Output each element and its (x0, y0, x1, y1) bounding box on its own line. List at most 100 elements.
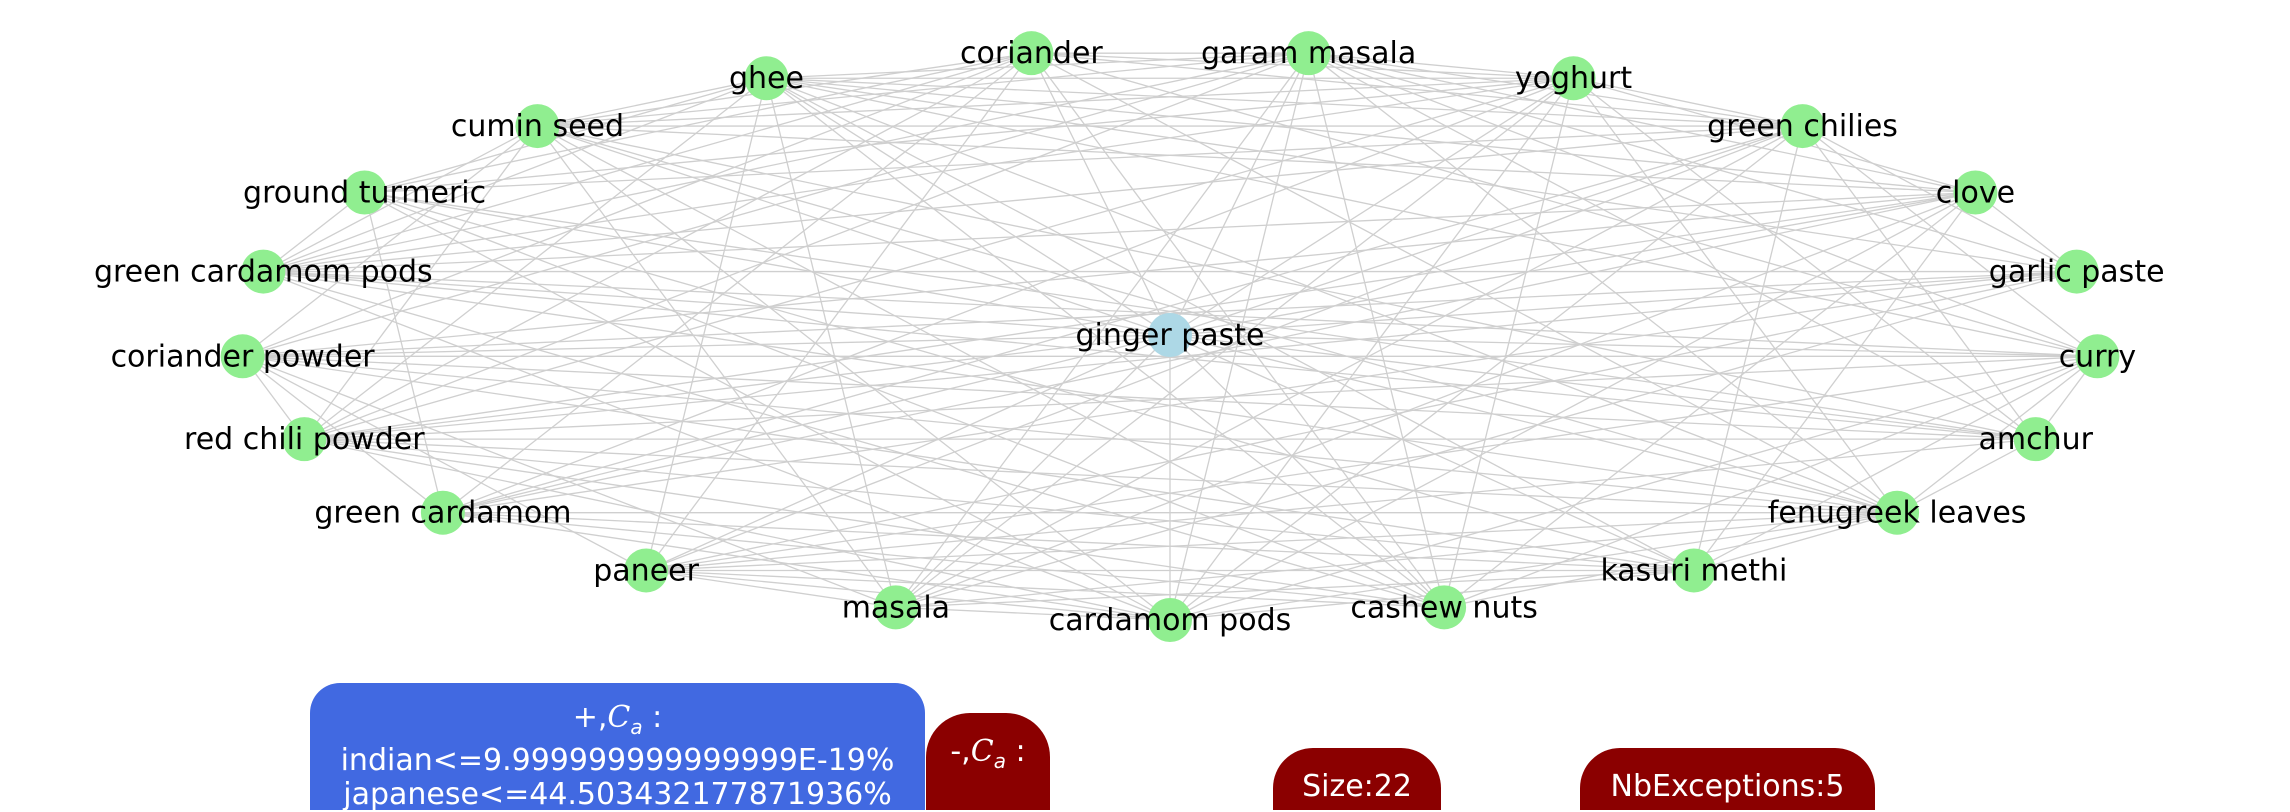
graph-edge (895, 334, 1171, 608)
negative-context-badge: -,Ca : (926, 713, 1050, 810)
node-paneer (624, 548, 669, 593)
graph-edge (304, 438, 1445, 608)
graph-edge (1308, 52, 1574, 79)
positive-context-line: japanese<=44.503432177871936% (343, 777, 892, 812)
node-curry (2075, 334, 2120, 379)
node-label-garlic-paste: garlic paste (1989, 255, 2165, 290)
node-label-ghee: ghee (729, 61, 804, 96)
node-fenugreek-leaves (1875, 490, 1920, 535)
node-cashew-nuts (1422, 585, 1467, 630)
size-label: Size:22 (1302, 769, 1412, 804)
graph-edge (303, 77, 767, 440)
graph-edge (364, 77, 1574, 194)
graph-edge (645, 334, 1171, 572)
graph-edge (263, 270, 1445, 608)
graph-edge (1169, 125, 1803, 336)
graph-edge (364, 191, 1171, 621)
node-red-chili-powder (282, 417, 327, 462)
node-label-cashew-nuts: cashew nuts (1350, 590, 1537, 625)
graph-edge (442, 512, 1171, 621)
graph-edge (364, 191, 1695, 572)
graph-edge (645, 78, 768, 571)
node-label-ground-turmeric: ground turmeric (243, 176, 486, 211)
graph-edge (646, 569, 1445, 608)
node-label-amchur: amchur (1978, 422, 2093, 457)
graph-edge (536, 125, 897, 608)
node-amchur (2013, 417, 2058, 462)
node-ground-turmeric (342, 170, 387, 215)
graph-edge (1307, 53, 1445, 608)
graph-nodes: garam masala yoghurt green chilies clove gar… (94, 31, 2165, 642)
graph-edge (364, 52, 1032, 194)
positive-context-title: +,Ca : (572, 700, 663, 740)
node-label-green-chilies: green chilies (1707, 109, 1898, 144)
node-label-ginger-paste: ginger paste (1075, 318, 1264, 353)
graph-edge (1169, 191, 1976, 621)
graph-edge (242, 334, 1171, 357)
node-label-clove: clove (1936, 176, 2015, 211)
graph-edge (537, 125, 2036, 440)
graph-edge (242, 125, 538, 357)
size-badge: Size:22 (1273, 748, 1441, 810)
graph-edge (263, 77, 767, 273)
graph-edge (442, 270, 2077, 514)
graph-edge (1169, 77, 1575, 621)
graph-edge (1169, 334, 1898, 514)
graph-edge (1169, 334, 1695, 572)
node-label-kasuri-methi: kasuri methi (1600, 553, 1787, 588)
node-label-yoghurt: yoghurt (1515, 61, 1633, 96)
graph-edge (1031, 52, 1803, 127)
graph-edge (263, 270, 1898, 514)
graph-edge (1169, 270, 2077, 336)
graph-edge (1169, 52, 1310, 336)
node-cumin-seed (515, 104, 560, 149)
graph-edge (442, 512, 1694, 572)
graph-edge (1896, 438, 2037, 514)
graph-edge (442, 77, 1574, 514)
node-label-paneer: paneer (593, 553, 699, 588)
node-ghee (744, 56, 789, 101)
graph-edge (1308, 52, 1898, 514)
positive-context-badge: +,Ca : indian<=9.999999999999999E-19% ja… (310, 683, 925, 812)
node-cardamom-pods (1148, 598, 1192, 642)
graph-edge (537, 125, 1171, 336)
graph-edge (364, 191, 1171, 336)
node-coriander-powder (220, 334, 265, 379)
graph-edge (766, 77, 1976, 194)
graph-edge (1169, 77, 1574, 336)
ingredient-graph: garam masala yoghurt green chilies clove gar… (94, 31, 2165, 642)
graph-edge (1030, 52, 1171, 336)
graph-edge (263, 52, 1309, 273)
graph-edge (263, 270, 1171, 336)
node-ginger-paste (1148, 313, 1192, 357)
graph-edge (537, 52, 1309, 127)
exceptions-label: NbExceptions:5 (1610, 769, 1845, 804)
node-masala (873, 585, 918, 630)
graph-edge (646, 569, 896, 608)
graph-edge (766, 77, 1898, 514)
graph-edge (242, 52, 1032, 357)
graph-edge (242, 355, 2036, 440)
graph-edge (1693, 512, 1898, 572)
graph-edge (1169, 334, 2036, 440)
graph-edge (442, 334, 1171, 514)
graph-edge (304, 334, 1171, 440)
graph-edge (242, 355, 1694, 572)
node-label-fenugreek-leaves: fenugreek leaves (1768, 496, 2027, 531)
graph-edge (1169, 512, 1898, 621)
graph-edge (263, 125, 1803, 273)
node-green-chilies (1780, 104, 1825, 149)
graph-edge (1308, 52, 1976, 194)
graph-edge (442, 52, 1032, 514)
positive-context-line: indian<=9.999999999999999E-19% (340, 743, 895, 778)
node-label-green-cardamom: green cardamom (314, 496, 571, 531)
node-label-coriander: coriander (960, 36, 1103, 71)
graph-edge (1693, 355, 2098, 572)
node-label-curry: curry (2059, 339, 2136, 374)
graph-edge (1693, 192, 1976, 571)
node-label-coriander-powder: coriander powder (111, 339, 376, 374)
node-kasuri-methi (1671, 548, 1716, 593)
node-label-cumin-seed: cumin seed (451, 109, 624, 144)
graph-edge (895, 125, 1803, 608)
node-garlic-paste (2054, 249, 2099, 294)
